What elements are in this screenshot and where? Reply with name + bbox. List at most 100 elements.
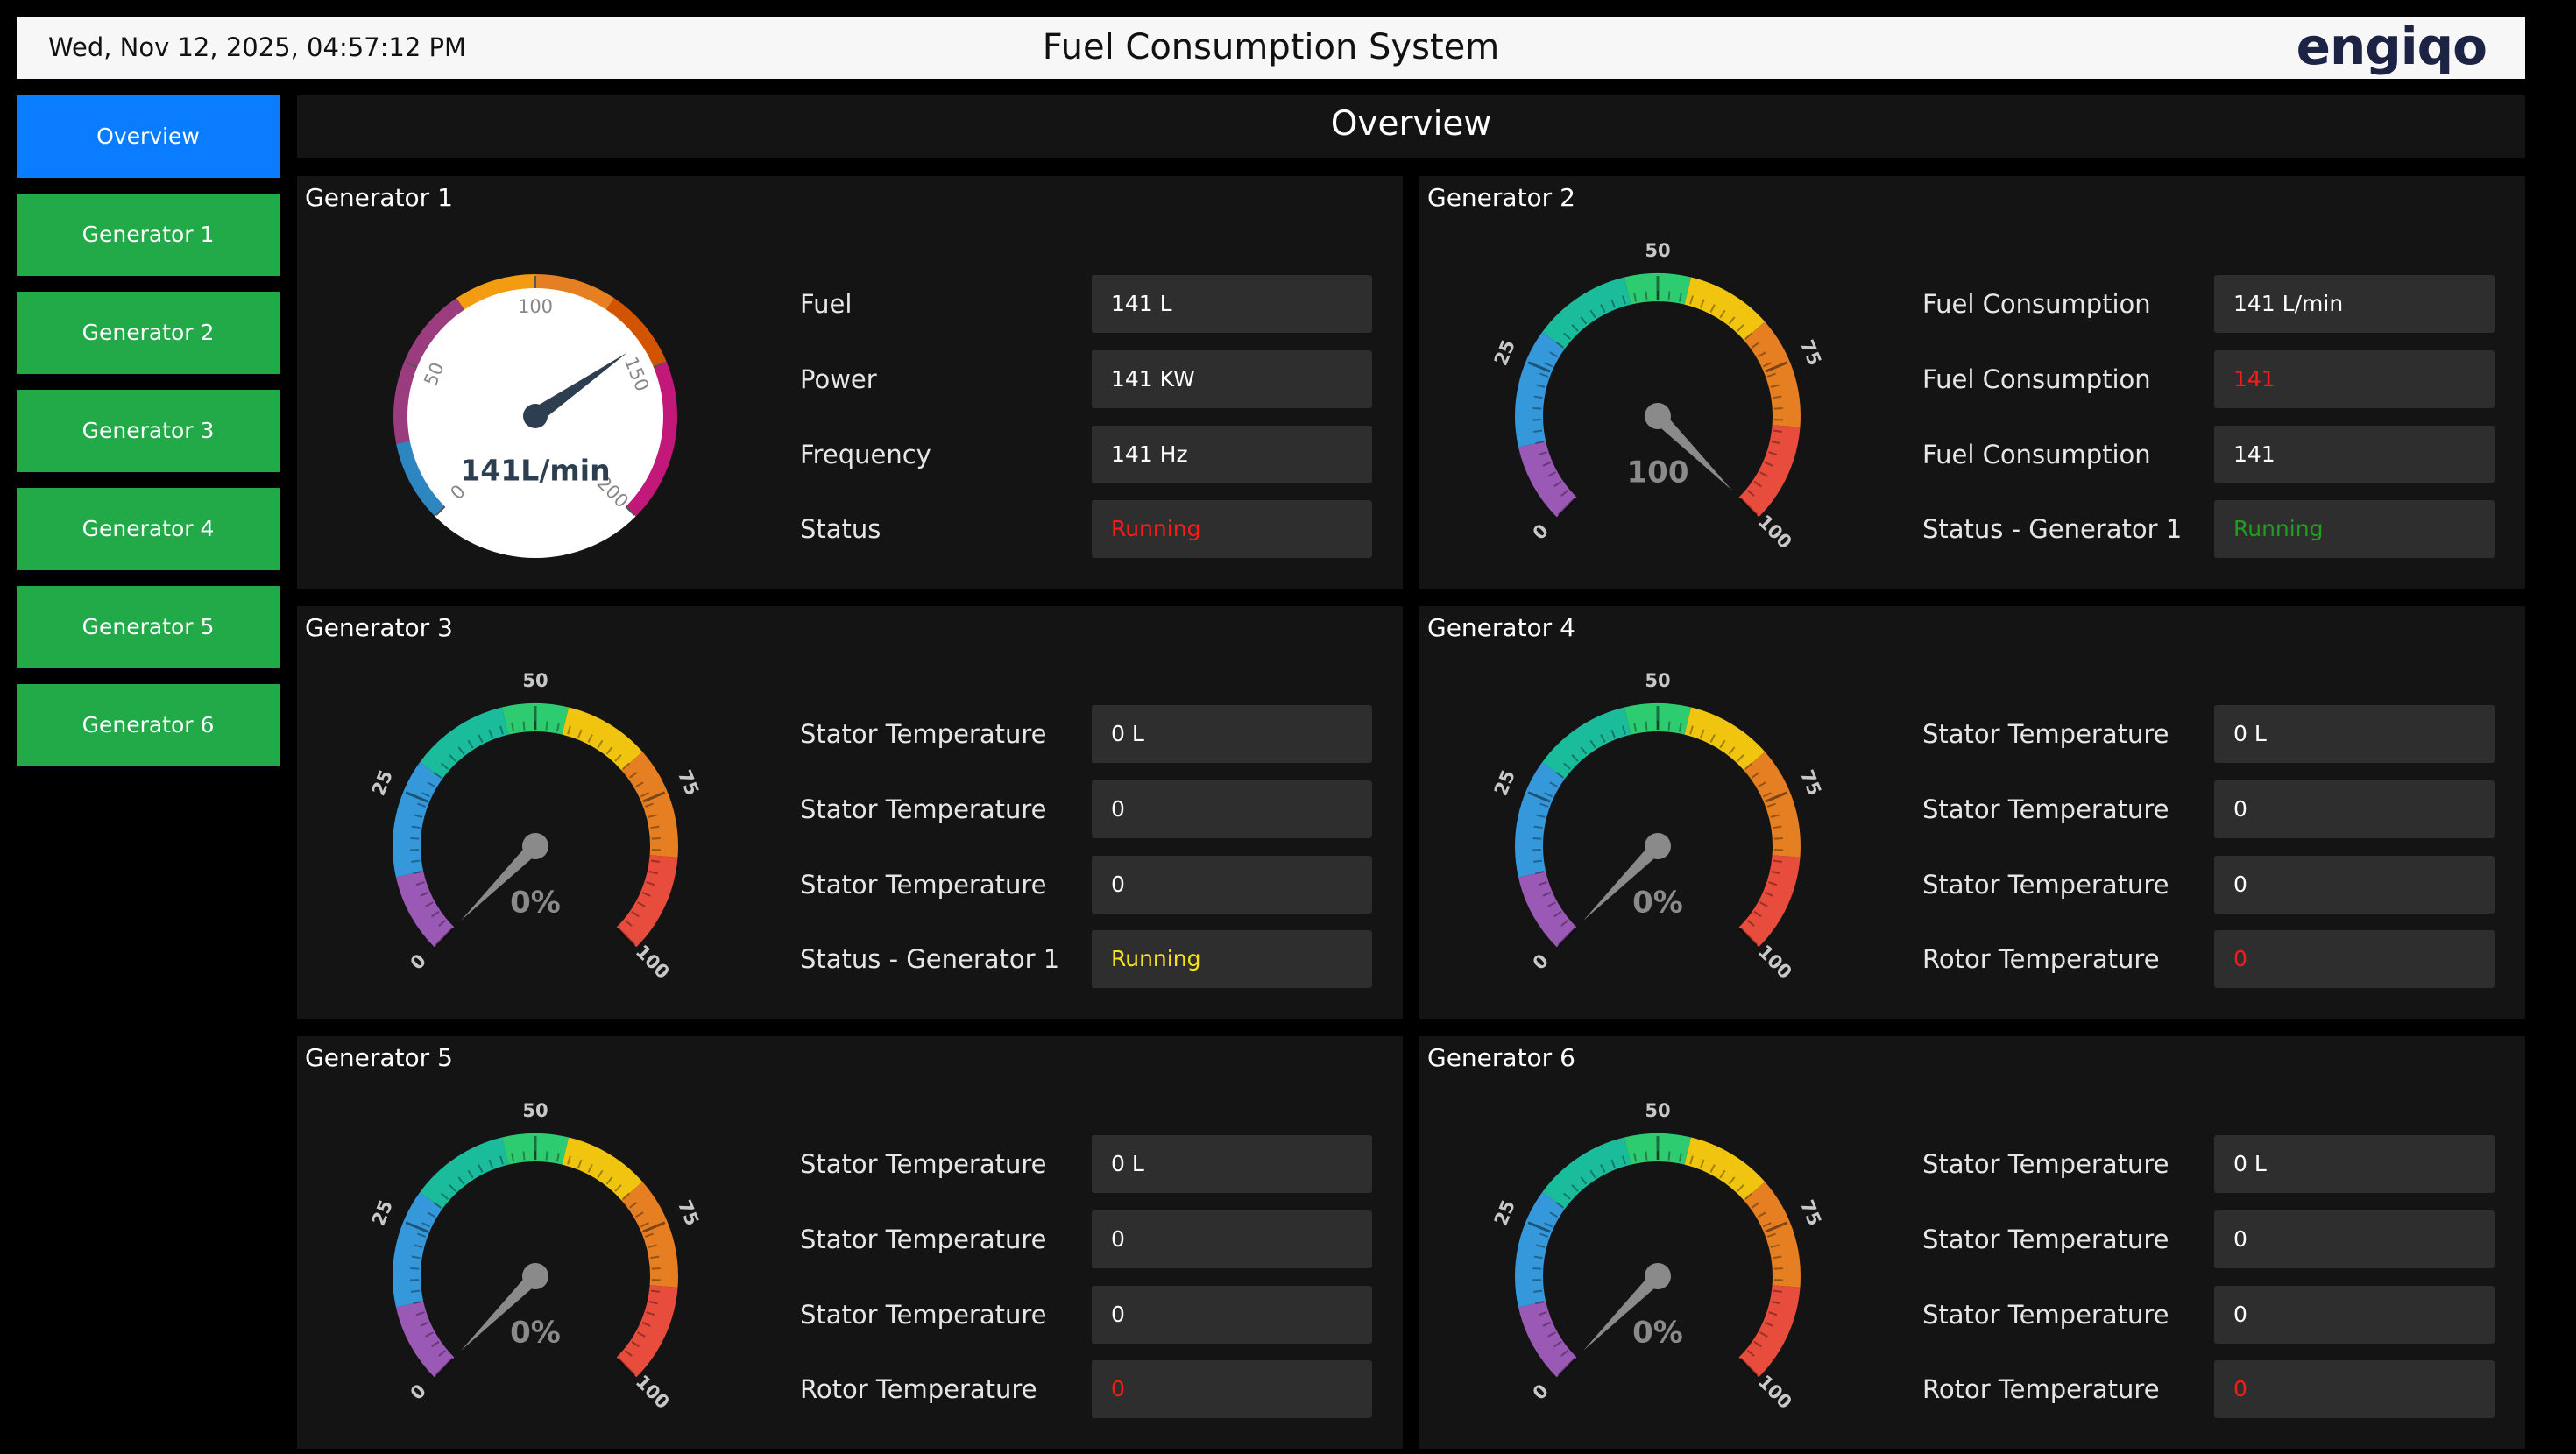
minor-tick [1768,1311,1778,1316]
minor-tick [1571,1184,1579,1192]
gauge-tick [435,927,455,947]
needle-hub [1645,1263,1671,1289]
nav-button[interactable]: Generator 3 [17,390,280,472]
minor-tick [1753,480,1762,488]
minor-tick [1645,1151,1648,1161]
minor-tick [413,1301,422,1305]
gauge-tick [1765,791,1788,803]
nav-button[interactable]: Generator 2 [17,292,280,374]
minor-tick [433,1202,442,1209]
minor-tick [1553,910,1562,918]
minor-tick [1544,792,1553,798]
nav-button[interactable]: Generator 5 [17,586,280,668]
field-label: Stator Temperature [800,1300,1047,1330]
gauge-tick-label: 0 [1529,950,1553,974]
gauge-tick [1738,927,1759,947]
minor-tick [1560,1350,1569,1357]
field-label: Rotor Temperature [1922,1374,2160,1404]
minor-tick [1645,291,1648,300]
field-label: Status - Generator 1 [1922,514,2183,544]
field-value: 0 [2214,856,2495,914]
minor-tick [597,1169,604,1179]
minor-tick [1689,1155,1694,1165]
gauge-band [562,707,643,771]
gauge-tick-label: 0 [1529,520,1553,544]
minor-tick [1538,881,1547,886]
nav-button[interactable]: Overview [17,95,280,178]
gauge-tick [405,1221,428,1233]
minor-tick [629,1202,638,1209]
minor-tick [1773,1289,1782,1293]
generator-panel: Generator 4 0 25 50 75 100 0% Stator Temperatur… [1419,606,2525,1019]
gauge-needle [461,1271,541,1351]
app-title: Fuel Consumption System [1042,27,1500,67]
minor-tick [1539,372,1549,378]
minor-tick [411,859,421,863]
nav-button[interactable]: Generator 6 [17,684,280,766]
minor-tick [1759,1331,1768,1338]
gauge-band [1684,707,1766,771]
minor-tick [449,754,456,762]
minor-tick [1766,802,1776,808]
gauge-band [605,298,667,368]
minor-tick [605,1176,613,1185]
needle-hub [523,404,548,428]
gauge-band [1518,441,1577,518]
minor-tick [1535,441,1545,445]
minor-tick [1538,451,1547,456]
gauge-band [1515,1192,1566,1308]
minor-tick [1766,372,1776,378]
gauge-tick [1527,1221,1551,1233]
field-label: Status - Generator 1 [800,944,1060,974]
minor-tick [648,1301,658,1305]
minor-tick [1746,490,1755,497]
minor-tick [1746,920,1755,927]
field-label: Stator Temperature [800,719,1047,749]
nav-button[interactable]: Generator 4 [17,488,280,570]
minor-tick [646,881,655,886]
minor-tick [577,729,583,738]
gauge-tick-label: 100 [632,1371,674,1413]
minor-tick [605,746,613,755]
minor-tick [1739,1358,1747,1366]
minor-tick [1744,762,1752,770]
gauge-band [1624,1133,1692,1165]
gauge-tick-label: 25 [368,1197,397,1229]
minor-tick [1667,291,1671,300]
minor-tick [1773,1267,1783,1270]
gauge-band [1744,1182,1801,1288]
gauge-tick [1527,361,1551,373]
minor-tick [1753,1340,1762,1348]
gauge-band [393,762,443,878]
gauge: 0 25 50 75 100 0% [1490,1100,1826,1413]
gauge-tick [1527,791,1551,803]
minor-tick [1771,1301,1780,1305]
minor-tick [431,910,440,918]
minor-tick [617,1358,625,1366]
minor-tick [1560,490,1569,497]
gauge-tick [405,791,428,803]
minor-tick [1739,498,1747,505]
gauge-needle [1583,1271,1663,1351]
minor-tick [1773,837,1783,840]
minor-tick [446,928,454,935]
minor-tick [1762,792,1772,798]
needle-hub [1645,833,1671,859]
minor-tick [467,739,474,749]
minor-tick [1547,1331,1556,1338]
minor-tick [1645,721,1648,731]
gauge-band [1518,1301,1577,1378]
minor-tick [1764,891,1773,897]
nav-button[interactable]: Generator 1 [17,194,280,276]
gauge-band [1744,752,1801,858]
minor-tick [644,802,654,808]
gauge-tick-label: 50 [1645,670,1670,691]
gauge-tick [1738,1357,1759,1377]
gauge-tick-label: 100 [1754,941,1796,983]
header-bar: Wed, Nov 12, 2025, 04:57:12 PM Fuel Consu… [17,17,2525,79]
gauge-tick-label: 25 [1490,767,1519,799]
minor-tick [467,1169,474,1179]
field-value: Running [1092,500,1372,558]
gauge-tick-label: 100 [518,296,553,317]
